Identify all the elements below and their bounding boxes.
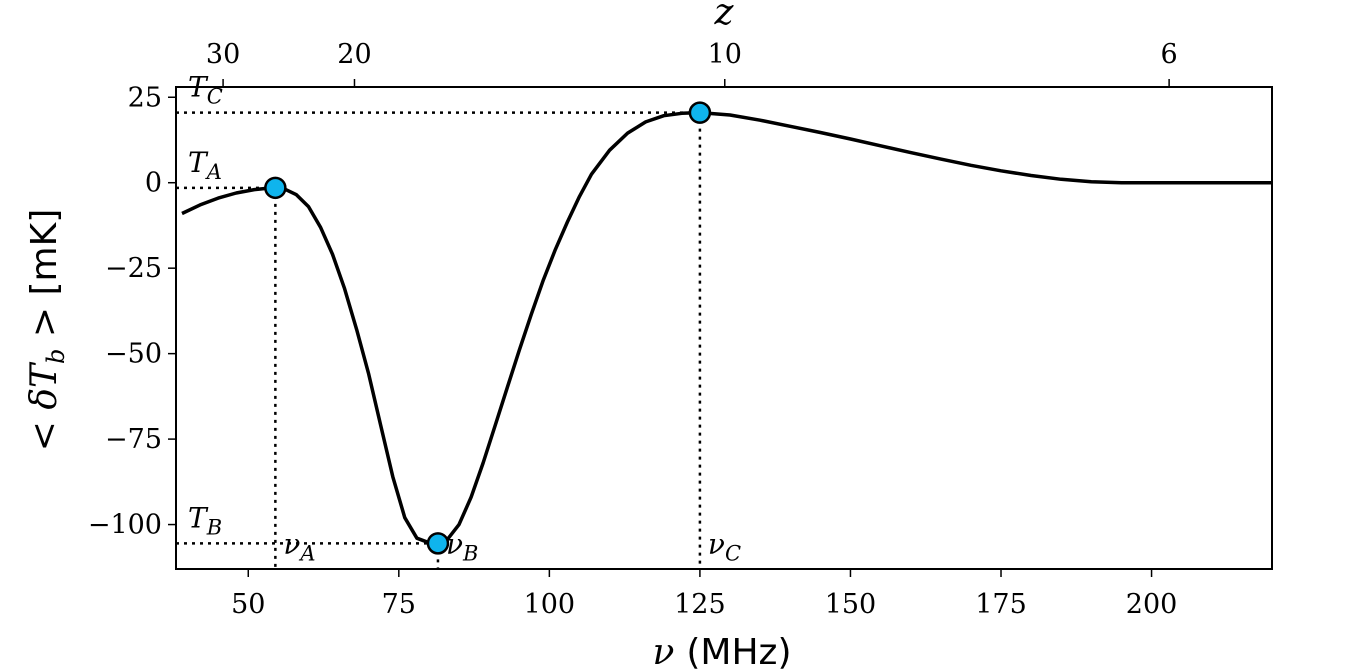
x-tick-label: 100 <box>524 589 576 620</box>
series-line <box>181 110 1272 546</box>
y-tick-label: 0 <box>145 168 162 199</box>
x-tick-label: 50 <box>231 589 265 620</box>
t-annotation: TC <box>188 71 223 109</box>
x-tick-label: 125 <box>674 589 726 620</box>
nu-annotation: νA <box>283 527 315 565</box>
y-tick-label: −25 <box>105 253 162 284</box>
y-tick-label: −50 <box>105 339 162 370</box>
top-tick-label: 6 <box>1161 39 1178 70</box>
x-axis-ticks: 50 75 100 125 150 175 200 <box>231 569 1177 620</box>
y-tick-label: 25 <box>128 82 162 113</box>
annotation-layer: νA TA νB TB νC TC <box>188 71 741 566</box>
top-tick-label: 10 <box>708 39 742 70</box>
t-annotation: TB <box>188 501 222 539</box>
top-tick-label: 30 <box>206 39 240 70</box>
top-axis-label: z <box>714 0 735 33</box>
y-axis-label: < δTb > [mK] <box>24 209 70 452</box>
x-tick-label: 150 <box>825 589 877 620</box>
x-tick-label: 75 <box>382 589 416 620</box>
x-axis-label: ν (MHz) <box>652 632 791 671</box>
curve-layer <box>181 110 1272 546</box>
nu-annotation: νB <box>446 527 478 565</box>
y-tick-label: −100 <box>88 510 162 541</box>
top-tick-label: 20 <box>337 39 371 70</box>
data-point-marker <box>426 532 450 555</box>
x-tick-label: 200 <box>1126 589 1178 620</box>
top-axis-ticks: 30 20 10 6 <box>206 39 1178 87</box>
plot-frame <box>175 86 1273 570</box>
data-point-marker <box>688 101 712 124</box>
marker-layer <box>264 101 712 555</box>
nu-annotation: νC <box>708 527 741 565</box>
t-annotation: TA <box>188 146 222 184</box>
y-tick-label: −75 <box>105 424 162 455</box>
y-axis-ticks: 25 0 −25 −50 −75 −100 <box>88 82 176 541</box>
guide-lines <box>176 111 702 569</box>
data-point-marker <box>264 176 287 200</box>
x-tick-label: 175 <box>975 589 1027 620</box>
